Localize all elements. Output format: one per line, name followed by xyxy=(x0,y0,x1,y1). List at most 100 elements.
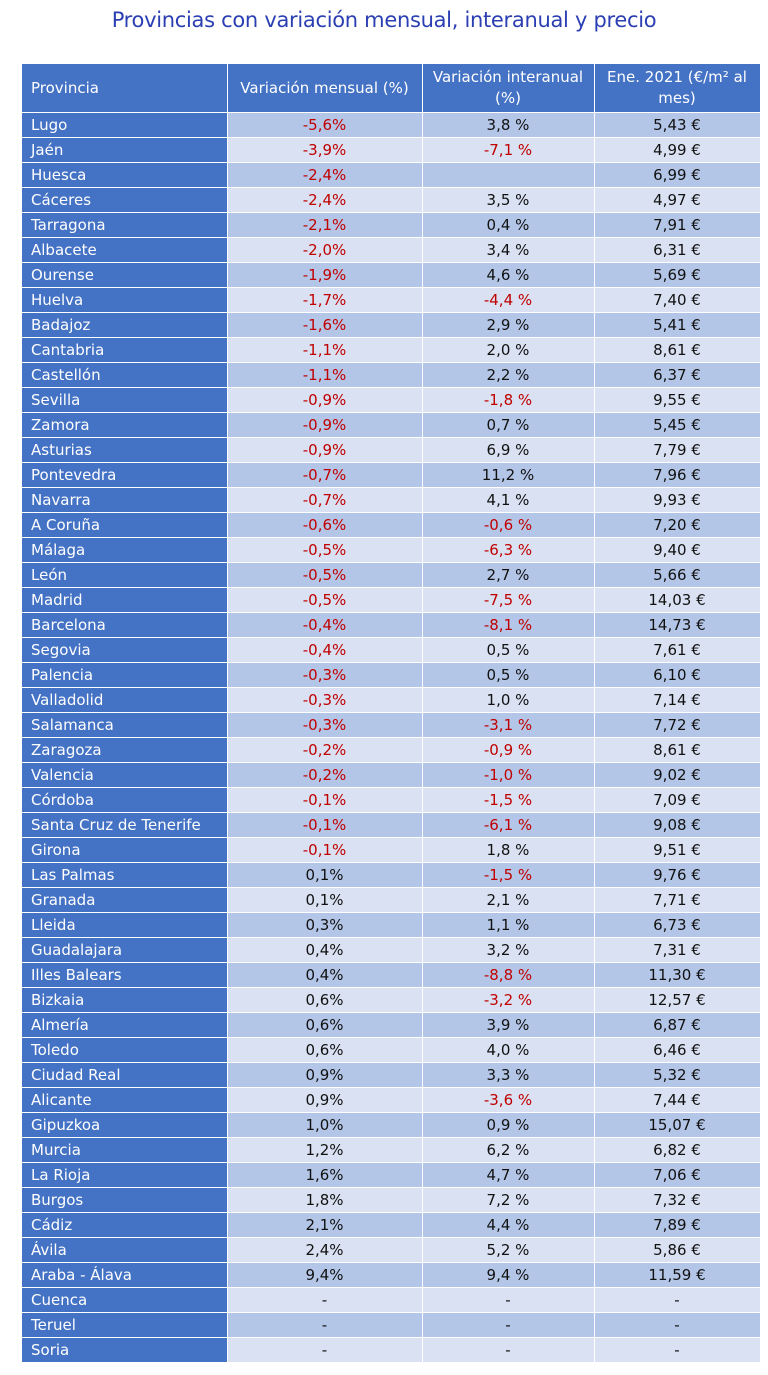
cell-provincia: Cantabria xyxy=(22,337,228,363)
cell-variacion-mensual: 0,1% xyxy=(227,862,423,888)
cell-precio: 7,06 € xyxy=(594,1162,761,1188)
cell-precio: - xyxy=(594,1287,761,1313)
cell-variacion-interanual: - xyxy=(422,1337,595,1362)
cell-variacion-interanual: 4,4 % xyxy=(422,1212,595,1238)
cell-variacion-mensual: -0,4% xyxy=(227,637,423,663)
cell-precio: 7,09 € xyxy=(594,787,761,813)
cell-provincia: Sevilla xyxy=(22,387,228,413)
table-row: Huelva -1,7% -4,4 % 7,40 € xyxy=(22,287,761,313)
cell-variacion-mensual: -2,4% xyxy=(227,187,423,213)
cell-precio: 6,73 € xyxy=(594,912,761,938)
table-row: Lleida 0,3% 1,1 % 6,73 € xyxy=(22,912,761,938)
cell-provincia: Gipuzkoa xyxy=(22,1112,228,1138)
cell-variacion-interanual: 3,2 % xyxy=(422,937,595,963)
cell-precio: 9,02 € xyxy=(594,762,761,788)
table-header: Provincia Variación mensual (%) Variació… xyxy=(22,64,761,113)
cell-variacion-mensual: -0,3% xyxy=(227,662,423,688)
cell-variacion-interanual: -1,5 % xyxy=(422,787,595,813)
cell-precio: - xyxy=(594,1337,761,1362)
cell-variacion-mensual: -0,5% xyxy=(227,587,423,613)
table-row: Valladolid -0,3% 1,0 % 7,14 € xyxy=(22,687,761,713)
cell-precio: 7,72 € xyxy=(594,712,761,738)
cell-variacion-interanual: -7,1 % xyxy=(422,137,595,163)
table-row: León -0,5% 2,7 % 5,66 € xyxy=(22,562,761,588)
table-row: Soria - - - xyxy=(22,1337,761,1362)
header-precio: Ene. 2021 (€/m² al mes) xyxy=(594,64,761,113)
cell-variacion-mensual: 0,4% xyxy=(227,962,423,988)
cell-precio: 14,03 € xyxy=(594,587,761,613)
table-row: Córdoba -0,1% -1,5 % 7,09 € xyxy=(22,787,761,813)
table-row: Almería 0,6% 3,9 % 6,87 € xyxy=(22,1012,761,1038)
cell-precio: 5,86 € xyxy=(594,1237,761,1263)
table-row: Alicante 0,9% -3,6 % 7,44 € xyxy=(22,1087,761,1113)
cell-variacion-mensual: 0,4% xyxy=(227,937,423,963)
cell-variacion-mensual: 1,6% xyxy=(227,1162,423,1188)
cell-variacion-interanual: 2,2 % xyxy=(422,362,595,388)
table-row: Murcia 1,2% 6,2 % 6,82 € xyxy=(22,1137,761,1163)
cell-variacion-interanual: 9,4 % xyxy=(422,1262,595,1288)
cell-provincia: Murcia xyxy=(22,1137,228,1163)
cell-provincia: León xyxy=(22,562,228,588)
cell-variacion-interanual: -0,6 % xyxy=(422,512,595,538)
cell-variacion-interanual: -8,8 % xyxy=(422,962,595,988)
cell-variacion-mensual: -1,1% xyxy=(227,337,423,363)
table-row: Asturias -0,9% 6,9 % 7,79 € xyxy=(22,437,761,463)
table-row: Huesca -2,4% 6,99 € xyxy=(22,162,761,188)
cell-variacion-mensual: -1,9% xyxy=(227,262,423,288)
table-row: Lugo -5,6% 3,8 % 5,43 € xyxy=(22,112,761,138)
cell-precio: 7,44 € xyxy=(594,1087,761,1113)
cell-precio: - xyxy=(594,1312,761,1338)
cell-precio: 6,87 € xyxy=(594,1012,761,1038)
cell-variacion-mensual: -2,0% xyxy=(227,237,423,263)
cell-precio: 5,66 € xyxy=(594,562,761,588)
cell-precio: 8,61 € xyxy=(594,337,761,363)
cell-precio: 4,99 € xyxy=(594,137,761,163)
table-row: Toledo 0,6% 4,0 % 6,46 € xyxy=(22,1037,761,1063)
cell-provincia: Salamanca xyxy=(22,712,228,738)
cell-precio: 7,71 € xyxy=(594,887,761,913)
cell-variacion-interanual: -1,5 % xyxy=(422,862,595,888)
table-row: Salamanca -0,3% -3,1 % 7,72 € xyxy=(22,712,761,738)
cell-variacion-interanual: 1,8 % xyxy=(422,837,595,863)
cell-variacion-interanual: -0,9 % xyxy=(422,737,595,763)
cell-variacion-interanual: 3,8 % xyxy=(422,112,595,138)
cell-provincia: Toledo xyxy=(22,1037,228,1063)
cell-provincia: Lleida xyxy=(22,912,228,938)
cell-variacion-mensual: -0,9% xyxy=(227,412,423,438)
cell-precio: 5,41 € xyxy=(594,312,761,338)
cell-precio: 7,40 € xyxy=(594,287,761,313)
cell-provincia: Huelva xyxy=(22,287,228,313)
cell-variacion-interanual: 2,7 % xyxy=(422,562,595,588)
cell-precio: 9,08 € xyxy=(594,812,761,838)
table-row: Castellón -1,1% 2,2 % 6,37 € xyxy=(22,362,761,388)
cell-precio: 12,57 € xyxy=(594,987,761,1013)
cell-variacion-interanual: 3,3 % xyxy=(422,1062,595,1088)
cell-provincia: Zaragoza xyxy=(22,737,228,763)
cell-variacion-mensual: - xyxy=(227,1312,423,1338)
cell-provincia: Valencia xyxy=(22,762,228,788)
cell-provincia: Burgos xyxy=(22,1187,228,1213)
cell-provincia: Madrid xyxy=(22,587,228,613)
cell-variacion-interanual: 0,7 % xyxy=(422,412,595,438)
cell-variacion-interanual: -3,2 % xyxy=(422,987,595,1013)
cell-precio: 5,43 € xyxy=(594,112,761,138)
cell-precio: 6,10 € xyxy=(594,662,761,688)
cell-provincia: Araba - Álava xyxy=(22,1262,228,1288)
cell-variacion-mensual: -0,7% xyxy=(227,487,423,513)
cell-variacion-mensual: -1,6% xyxy=(227,312,423,338)
cell-variacion-mensual: -0,9% xyxy=(227,387,423,413)
cell-precio: 7,91 € xyxy=(594,212,761,238)
cell-variacion-interanual: 11,2 % xyxy=(422,462,595,488)
cell-provincia: Tarragona xyxy=(22,212,228,238)
cell-variacion-interanual: -6,1 % xyxy=(422,812,595,838)
table-row: Cáceres -2,4% 3,5 % 4,97 € xyxy=(22,187,761,213)
cell-variacion-mensual: 1,0% xyxy=(227,1112,423,1138)
cell-precio: 7,32 € xyxy=(594,1187,761,1213)
cell-variacion-interanual: 0,5 % xyxy=(422,637,595,663)
table-row: Araba - Álava 9,4% 9,4 % 11,59 € xyxy=(22,1262,761,1288)
cell-provincia: Soria xyxy=(22,1337,228,1362)
table-row: Granada 0,1% 2,1 % 7,71 € xyxy=(22,887,761,913)
cell-provincia: Cuenca xyxy=(22,1287,228,1313)
table-row: Ávila 2,4% 5,2 % 5,86 € xyxy=(22,1237,761,1263)
cell-variacion-mensual: -0,7% xyxy=(227,462,423,488)
